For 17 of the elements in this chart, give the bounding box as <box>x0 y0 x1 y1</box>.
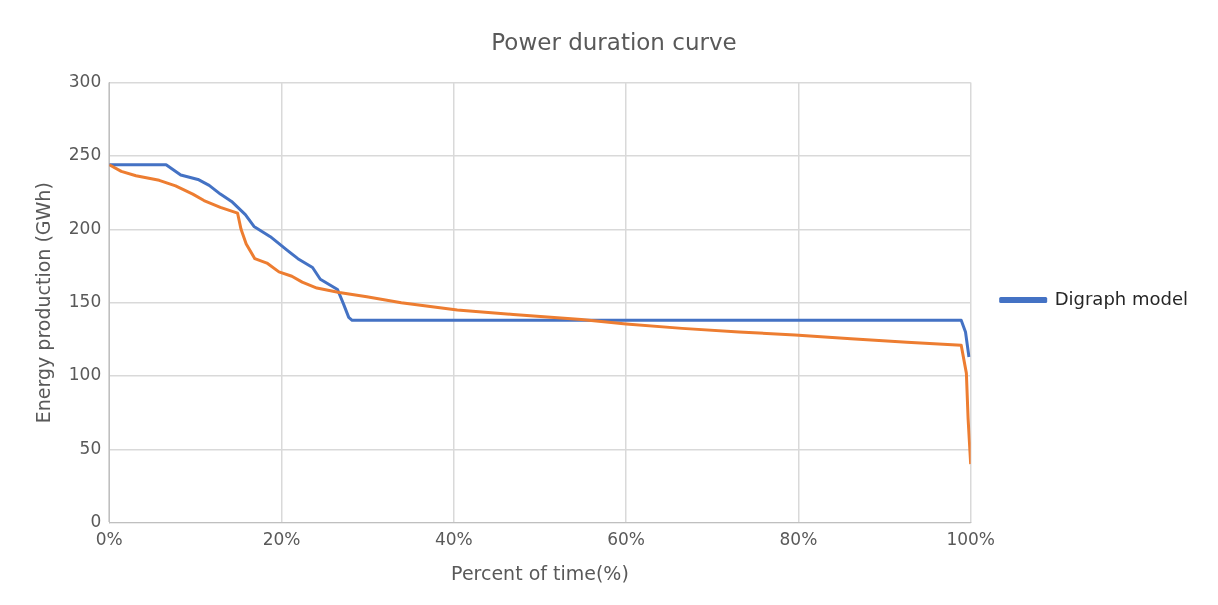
y-tick-label: 150 <box>68 291 102 312</box>
chart-title: Power duration curve <box>491 28 737 55</box>
x-tick-label: 80% <box>779 529 818 550</box>
y-tick-label: 100 <box>68 364 102 385</box>
x-tick-label: 100% <box>946 529 995 550</box>
y-axis-title: Energy production (GWh) <box>32 182 55 424</box>
y-tick-label: 200 <box>68 217 102 238</box>
x-tick-label: 20% <box>262 529 301 550</box>
x-tick-label: 0% <box>95 529 123 550</box>
y-tick-label: 300 <box>68 71 102 92</box>
y-tick-label: 0 <box>90 511 102 532</box>
x-axis-title: Percent of time(%) <box>451 561 629 584</box>
y-tick-label: 250 <box>68 144 102 165</box>
x-tick-label: 60% <box>607 529 645 550</box>
y-tick-label: 50 <box>79 437 102 458</box>
x-tick-label: 40% <box>434 529 473 550</box>
legend-label: Digraph model <box>1054 287 1189 309</box>
